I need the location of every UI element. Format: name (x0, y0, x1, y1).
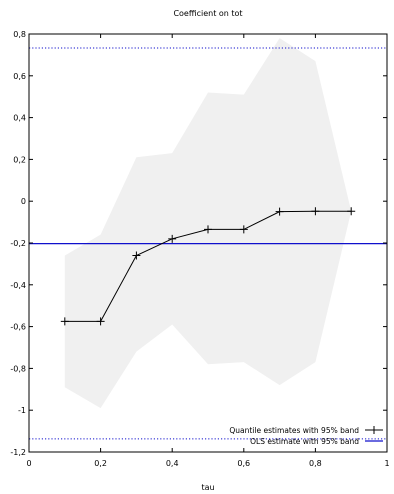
quantile-point-marker (275, 207, 284, 216)
y-tick-label: 0,4 (13, 114, 26, 123)
y-tick-label: 0,6 (13, 72, 26, 81)
y-tick-label: -0,8 (10, 364, 26, 373)
y-tick-label: 0 (21, 197, 26, 206)
y-tick-label: 0,8 (13, 30, 26, 39)
quantile-point-marker (132, 251, 141, 260)
x-tick-label: 0,4 (166, 459, 179, 468)
y-tick-label: -0,4 (10, 281, 26, 290)
quantile-point-marker (311, 207, 320, 216)
quantile-point-marker (347, 207, 356, 216)
y-tick-label: -1,2 (10, 448, 26, 457)
x-tick-label: 0,8 (309, 459, 322, 468)
y-tick-label: 0,2 (13, 155, 26, 164)
quantile-point-marker (168, 234, 177, 243)
y-tick-label: -0,6 (10, 323, 26, 332)
axes: 0 0,2 0,4 0,6 0,8 1 -1,2 -1 -0,8 -0,6 -0,4 -0,2 0 0,2… (10, 30, 389, 468)
quantile-point-marker (204, 225, 212, 234)
legend: Quantile estimates with 95% band OLS esti… (229, 426, 383, 446)
legend-label-quantile: Quantile estimates with 95% band (229, 426, 359, 435)
plot-area (29, 38, 387, 440)
x-tick-label: 0 (26, 459, 31, 468)
legend-label-ols: OLS estimate with 95% band (250, 437, 359, 446)
quantile-point-marker (60, 317, 69, 326)
quantile-point-marker (96, 317, 105, 326)
x-tick-label: 1 (384, 459, 389, 468)
y-tick-label: -1 (18, 406, 26, 415)
quantile-confidence-band (64, 38, 352, 409)
chart-title: Coefficient on tot (173, 9, 242, 18)
x-tick-label: 0,6 (237, 459, 250, 468)
x-axis-label: tau (201, 483, 214, 492)
y-tick-label: -0,2 (10, 239, 26, 248)
quantile-point-marker (239, 225, 248, 234)
x-tick-label: 0,2 (94, 459, 107, 468)
